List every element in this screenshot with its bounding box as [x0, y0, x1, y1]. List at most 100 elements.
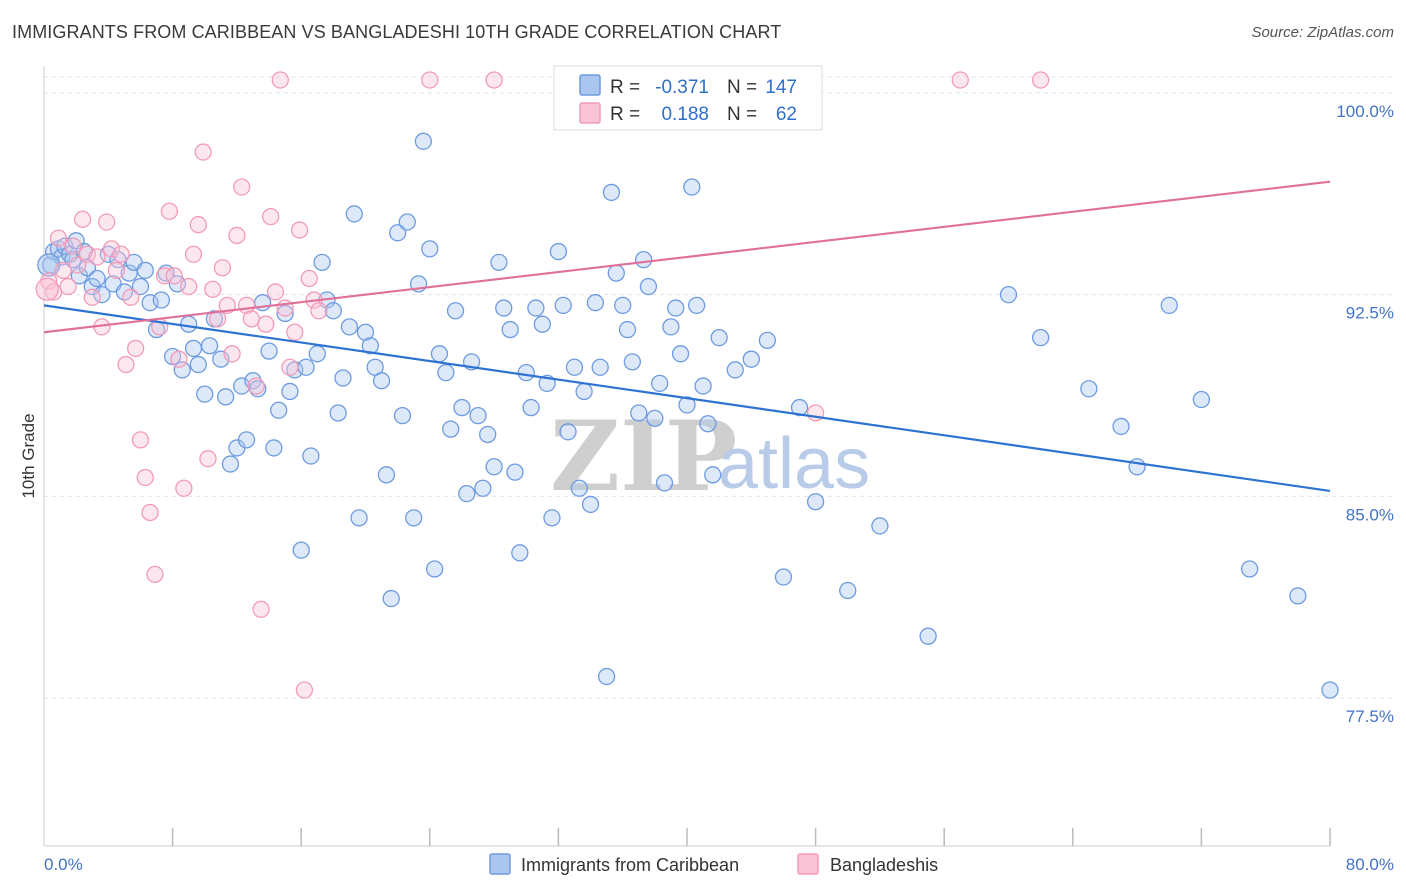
- y-tick-label: 100.0%: [1336, 102, 1394, 121]
- point-caribbean: [565, 358, 584, 376]
- point-caribbean: [1192, 390, 1211, 409]
- point-caribbean: [704, 466, 722, 484]
- point-caribbean: [678, 396, 696, 414]
- point-caribbean: [586, 294, 605, 312]
- point-bangladeshi: [262, 207, 280, 226]
- x-tick-label-max: 80.0%: [1346, 855, 1394, 874]
- y-axis-tick-labels: 77.5% 85.0% 92.5% 100.0%: [1336, 102, 1394, 726]
- point-bangladeshi: [180, 277, 198, 296]
- legend-swatch-caribbean: [489, 853, 511, 875]
- chart-title: IMMIGRANTS FROM CARIBBEAN VS BANGLADESHI…: [12, 22, 782, 42]
- point-bangladeshi: [204, 280, 222, 298]
- point-caribbean: [554, 296, 572, 315]
- point-bangladeshi: [951, 71, 969, 89]
- point-caribbean: [152, 291, 170, 309]
- point-caribbean: [646, 409, 664, 427]
- point-caribbean: [506, 463, 524, 481]
- point-bangladeshi: [49, 229, 68, 247]
- point-bangladeshi: [160, 202, 179, 220]
- series-bangladeshi: [35, 71, 1050, 699]
- point-bangladeshi: [1032, 71, 1050, 89]
- point-caribbean: [382, 589, 400, 608]
- y-tick-label: 77.5%: [1346, 707, 1394, 726]
- point-caribbean: [345, 205, 363, 223]
- point-caribbean: [78, 259, 97, 277]
- point-bangladeshi: [131, 431, 150, 449]
- point-bangladeshi: [300, 269, 318, 288]
- point-caribbean: [88, 269, 106, 288]
- point-bangladeshi: [146, 565, 164, 583]
- point-caribbean: [237, 431, 256, 449]
- point-caribbean: [361, 337, 379, 355]
- source-credit: Source: ZipAtlas.com: [1251, 24, 1394, 41]
- y-tick-label: 85.0%: [1346, 505, 1394, 524]
- point-caribbean: [1160, 296, 1178, 315]
- point-caribbean: [393, 407, 412, 425]
- point-bangladeshi: [175, 479, 193, 497]
- point-bangladeshi: [117, 355, 135, 374]
- point-bangladeshi: [189, 216, 207, 234]
- legend-label-bangladeshi: Bangladeshis: [830, 855, 938, 875]
- point-caribbean: [136, 261, 154, 280]
- stat-r-bangladeshi: 0.188: [661, 104, 709, 125]
- point-bangladeshi: [59, 277, 77, 296]
- point-bangladeshi: [199, 450, 217, 468]
- point-caribbean: [260, 342, 278, 360]
- point-caribbean: [699, 415, 717, 433]
- y-tick-label: 92.5%: [1346, 304, 1394, 323]
- point-caribbean: [479, 425, 497, 444]
- point-caribbean: [1032, 329, 1050, 347]
- point-caribbean: [687, 296, 706, 315]
- point-caribbean: [501, 320, 519, 339]
- point-caribbean: [356, 323, 375, 341]
- point-bangladeshi: [83, 288, 101, 306]
- point-caribbean: [618, 320, 637, 339]
- point-caribbean: [839, 581, 857, 600]
- point-bangladeshi: [184, 245, 203, 263]
- stat-n-caribbean: 147: [765, 77, 797, 98]
- point-caribbean: [549, 242, 568, 261]
- trend-line-caribbean: [43, 304, 1331, 493]
- point-caribbean: [527, 299, 545, 317]
- point-bangladeshi: [141, 503, 159, 522]
- point-caribbean: [93, 285, 111, 304]
- y-axis-label: 10th Grade: [19, 413, 38, 498]
- legend-label-caribbean: Immigrants from Caribbean: [521, 855, 739, 875]
- point-caribbean: [372, 372, 391, 390]
- point-caribbean: [276, 304, 294, 323]
- point-caribbean: [639, 277, 658, 296]
- point-caribbean: [597, 667, 616, 686]
- stat-n-bangladeshi: 62: [776, 104, 797, 125]
- point-caribbean: [173, 361, 191, 379]
- legend: Immigrants from Caribbean Bangladeshis: [489, 853, 938, 875]
- point-caribbean: [485, 458, 503, 476]
- point-caribbean: [458, 485, 476, 503]
- point-bangladeshi: [64, 237, 82, 255]
- point-bangladeshi: [290, 221, 309, 239]
- point-caribbean: [774, 568, 793, 586]
- stats-swatch-caribbean: [579, 74, 601, 96]
- point-caribbean: [437, 363, 455, 382]
- stat-n-label-caribbean: N =: [727, 77, 757, 98]
- point-caribbean: [655, 474, 674, 492]
- point-caribbean: [189, 355, 207, 374]
- point-bangladeshi: [107, 261, 125, 280]
- point-caribbean: [490, 253, 508, 271]
- point-caribbean: [919, 627, 937, 645]
- point-caribbean: [421, 240, 439, 258]
- point-caribbean: [388, 224, 407, 242]
- point-caribbean: [591, 358, 609, 376]
- point-caribbean: [511, 544, 529, 562]
- point-caribbean: [758, 331, 777, 349]
- point-bangladeshi: [88, 248, 106, 266]
- point-caribbean: [667, 299, 685, 317]
- point-bangladeshi: [247, 377, 265, 395]
- point-caribbean: [790, 398, 809, 417]
- point-caribbean: [517, 363, 535, 382]
- point-caribbean: [425, 560, 444, 578]
- point-bangladeshi: [69, 256, 87, 274]
- point-caribbean: [430, 345, 449, 363]
- point-bangladeshi: [165, 267, 183, 285]
- point-caribbean: [221, 455, 240, 473]
